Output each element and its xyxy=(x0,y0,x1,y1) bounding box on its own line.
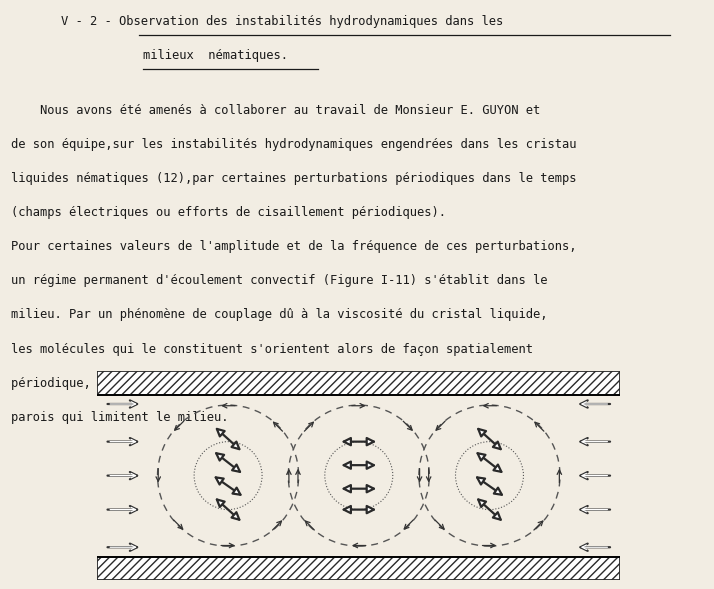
Text: V - 2 - Observation des instabilités hydrodynamiques dans les: V - 2 - Observation des instabilités hyd… xyxy=(61,15,503,28)
Text: périodique, de part et d'autre d'une direction moyenne imposée au niveau des: périodique, de part et d'autre d'une dir… xyxy=(11,377,562,390)
Text: Pour certaines valeurs de l'amplitude et de la fréquence de ces perturbations,: Pour certaines valeurs de l'amplitude et… xyxy=(11,240,576,253)
Text: milieu. Par un phénomène de couplage dû à la viscosité du cristal liquide,: milieu. Par un phénomène de couplage dû … xyxy=(11,309,569,322)
Text: de son équipe,sur les instabilités hydrodynamiques engendrées dans les cristau: de son équipe,sur les instabilités hydro… xyxy=(11,138,576,151)
Bar xyxy=(97,371,620,395)
Bar xyxy=(97,557,620,580)
Text: (champs électriques ou efforts de cisaillement périodiques).: (champs électriques ou efforts de cisail… xyxy=(11,206,446,219)
Text: un régime permanent d'écoulement convectif (Figure I-11) s'établit dans le: un régime permanent d'écoulement convect… xyxy=(11,274,547,287)
Text: milieux  nématiques.: milieux nématiques. xyxy=(143,49,288,62)
Text: parois qui limitent le milieu.: parois qui limitent le milieu. xyxy=(11,411,228,424)
Text: Nous avons été amenés à collaborer au travail de Monsieur E. GUYON et: Nous avons été amenés à collaborer au tr… xyxy=(11,104,540,117)
Text: les molécules qui le constituent s'orientent alors de façon spatialement: les molécules qui le constituent s'orien… xyxy=(11,343,533,356)
Text: liquides nématiques (12),par certaines perturbations périodiques dans le temps: liquides nématiques (12),par certaines p… xyxy=(11,172,576,185)
